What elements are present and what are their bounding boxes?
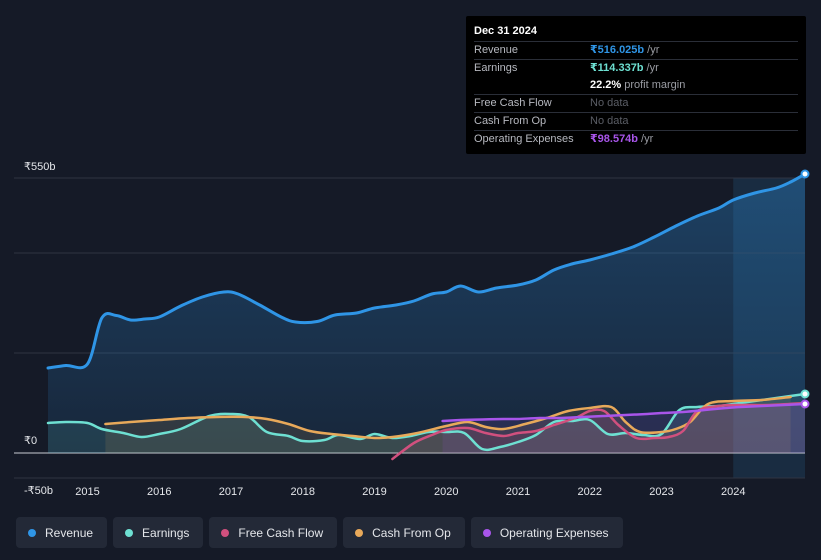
- tooltip-label: Cash From Op: [474, 115, 547, 127]
- x-tick-label: 2015: [75, 486, 99, 498]
- legend-item-cash-from-op[interactable]: Cash From Op: [343, 517, 465, 548]
- line-cash_from_op: [104, 395, 792, 440]
- chart: ₹550b ₹0 -₹50b 2015 2016 2017 2018 2019 2020 202…: [14, 161, 810, 498]
- area-revenue: [48, 174, 805, 453]
- data-tooltip: Dec 31 2024 Revenue ₹516.025b/yr Earning…: [466, 16, 806, 154]
- line-revenue: [46, 172, 807, 370]
- tooltip-label: Earnings: [474, 62, 518, 74]
- tooltip-value-revenue: ₹516.025b: [590, 44, 645, 56]
- legend-dot-icon: [482, 528, 491, 537]
- y-axis: ₹550b ₹0 -₹50b: [24, 161, 55, 497]
- tooltip-unit: /yr: [641, 133, 654, 145]
- legend-label: Revenue: [45, 525, 94, 540]
- tooltip-value-cash-from-op: No data: [590, 115, 629, 127]
- endpoint-operating_expenses: [800, 399, 810, 409]
- series-endpoints: [800, 169, 810, 409]
- legend-label: Operating Expenses: [499, 525, 609, 540]
- line-operating_expenses: [441, 402, 807, 423]
- legend-dot-icon: [221, 528, 230, 537]
- legend-label: Cash From Op: [372, 525, 451, 540]
- legend-item-revenue[interactable]: Revenue: [16, 517, 108, 548]
- tooltip-unit: /yr: [646, 62, 659, 74]
- endpoint-revenue: [800, 169, 810, 179]
- y-tick-label: ₹0: [24, 435, 37, 447]
- x-tick-label: 2018: [290, 486, 314, 498]
- tooltip-unit: /yr: [647, 44, 660, 56]
- x-axis: 2015 2016 2017 2018 2019 2020 2021 2022 2023 2024: [75, 486, 745, 498]
- line-free_cash_flow: [391, 401, 807, 461]
- legend-label: Free Cash Flow: [238, 525, 324, 540]
- legend-dot-icon: [28, 528, 36, 537]
- legend-item-free-cash-flow[interactable]: Free Cash Flow: [209, 517, 338, 548]
- tooltip-row-margin: 22.2% profit margin: [474, 77, 798, 94]
- endpoint-earnings: [800, 389, 810, 399]
- x-tick-label: 2020: [434, 486, 458, 498]
- legend-dot-icon: [125, 528, 134, 537]
- legend-item-operating-expenses[interactable]: Operating Expenses: [470, 517, 623, 548]
- area-cash_from_op: [105, 397, 791, 453]
- x-tick-label: 2023: [649, 486, 673, 498]
- tooltip-row-operating-expenses: Operating Expenses ₹98.574b/yr: [474, 130, 798, 148]
- tooltip-label: Free Cash Flow: [474, 97, 552, 109]
- tooltip-value-margin: 22.2%: [590, 79, 622, 91]
- area-earnings: [48, 394, 805, 453]
- area-free_cash_flow: [392, 403, 805, 459]
- series-areas: [48, 174, 805, 459]
- tooltip-label: Revenue: [474, 44, 519, 56]
- tooltip-date: Dec 31 2024: [474, 25, 537, 37]
- y-tick-label: -₹50b: [24, 485, 53, 497]
- tooltip-value-earnings: ₹114.337b: [590, 62, 644, 74]
- x-tick-label: 2016: [147, 486, 171, 498]
- legend: Revenue Earnings Free Cash Flow Cash Fro…: [16, 517, 623, 548]
- tooltip-unit: profit margin: [624, 79, 686, 91]
- legend-item-earnings[interactable]: Earnings: [113, 517, 204, 548]
- x-tick-label: 2017: [219, 486, 243, 498]
- legend-dot-icon: [355, 528, 364, 537]
- tooltip-value-free-cash-flow: No data: [590, 97, 629, 109]
- x-tick-label: 2024: [721, 486, 745, 498]
- tooltip-row-revenue: Revenue ₹516.025b/yr: [474, 41, 798, 59]
- series-lines: [46, 172, 807, 461]
- tooltip-row-earnings: Earnings ₹114.337b/yr: [474, 59, 798, 77]
- tooltip-row-free-cash-flow: Free Cash Flow No data: [474, 94, 798, 112]
- tooltip-row-cash-from-op: Cash From Op No data: [474, 112, 798, 130]
- x-tick-label: 2019: [362, 486, 386, 498]
- x-tick-label: 2021: [506, 486, 530, 498]
- y-tick-label: ₹550b: [24, 161, 55, 173]
- tooltip-label: [474, 77, 590, 94]
- legend-label: Earnings: [142, 525, 190, 540]
- tooltip-value-operating-expenses: ₹98.574b: [590, 133, 639, 145]
- x-tick-label: 2022: [577, 486, 601, 498]
- tooltip-label: Operating Expenses: [474, 133, 574, 145]
- line-earnings: [46, 392, 807, 452]
